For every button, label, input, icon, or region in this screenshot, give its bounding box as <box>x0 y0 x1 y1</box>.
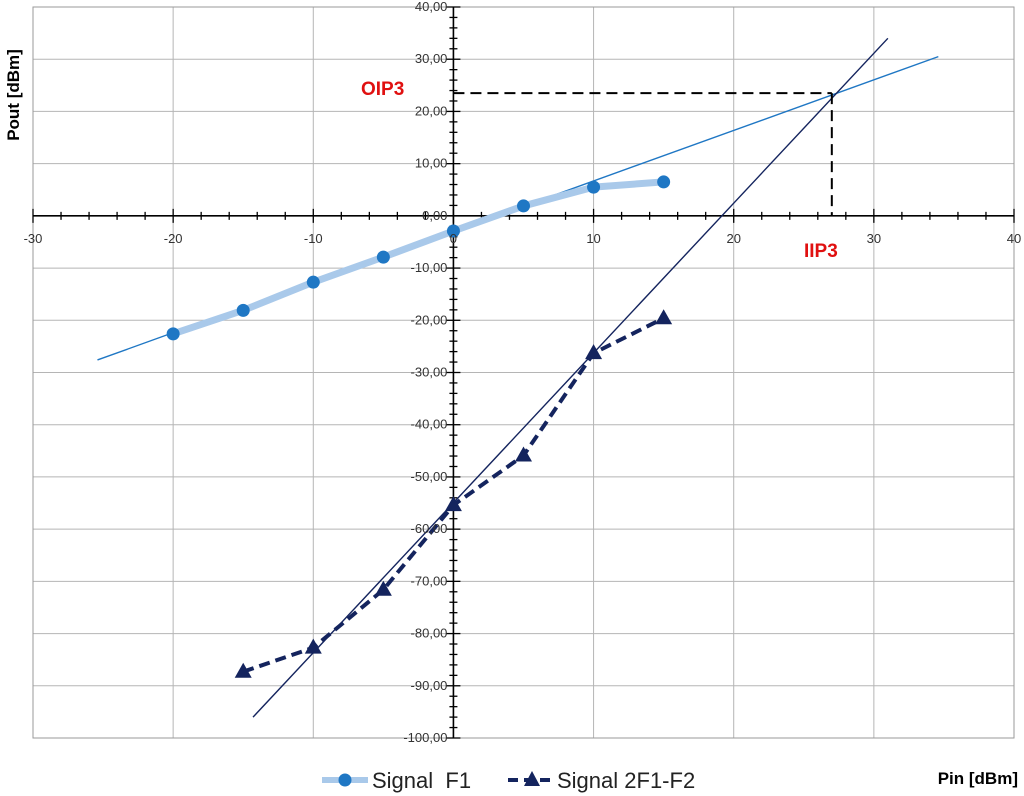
ip3-guides <box>453 92 833 216</box>
tick-labels: -30 -20 -10 0 10 20 30 40 40,00 30,00 20,00 10,00 0,… <box>24 0 1022 745</box>
x-tick-label: -10 <box>304 231 323 246</box>
y-tick-label: -20,00 <box>411 312 448 327</box>
point-signal-2f1-f2 <box>444 496 462 512</box>
y-tick-label: -40,00 <box>411 417 448 432</box>
y-tick-label: 20,00 <box>415 103 448 118</box>
x-axis-title: Pin [dBm] <box>938 769 1018 788</box>
series <box>166 175 673 678</box>
x-tick-label: 40 <box>1007 231 1021 246</box>
point-signal-f1 <box>236 303 250 317</box>
y-tick-label: -30,00 <box>411 365 448 380</box>
legend-label-signal-2f1-f2: Signal 2F1-F2 <box>557 768 695 793</box>
point-signal-2f1-f2 <box>515 446 532 462</box>
y-tick-label: -100,00 <box>403 730 447 745</box>
y-tick-label: 30,00 <box>415 51 448 66</box>
x-tick-label: 20 <box>726 231 740 246</box>
y-tick-label: -60,00 <box>411 521 448 536</box>
x-tick-label: -30 <box>24 231 43 246</box>
y-tick-label: 0,00 <box>422 208 447 223</box>
y-axis-title: Pout [dBm] <box>4 49 23 141</box>
iip3-label: IIP3 <box>804 241 838 262</box>
point-signal-2f1-f2 <box>374 580 392 596</box>
x-tick-label: 10 <box>586 231 600 246</box>
point-signal-2f1-f2 <box>585 344 603 360</box>
axes <box>32 6 1015 739</box>
y-tick-label: 40,00 <box>415 0 448 14</box>
y-tick-label: -80,00 <box>411 626 448 641</box>
x-tick-label: 30 <box>867 231 881 246</box>
oip3-label: OIP3 <box>361 79 404 100</box>
point-signal-f1 <box>306 275 320 289</box>
point-signal-2f1-f2 <box>655 309 673 325</box>
x-tick-label: -20 <box>164 231 183 246</box>
trendline <box>252 37 889 718</box>
point-signal-f1 <box>657 175 671 189</box>
legend-item-signal-f1: Signal F1 <box>322 768 471 793</box>
legend-label-signal-f1: Signal F1 <box>372 768 471 793</box>
point-signal-f1 <box>166 327 180 341</box>
y-tick-label: 10,00 <box>415 156 448 171</box>
grid <box>32 6 1015 739</box>
point-signal-f1 <box>517 199 530 213</box>
y-tick-label: -10,00 <box>411 260 448 275</box>
y-tick-label: -90,00 <box>411 678 448 693</box>
series-line-signal-f1 <box>169 178 668 338</box>
legend-item-signal-2f1-f2: Signal 2F1-F2 <box>508 768 695 793</box>
plot-area-border <box>32 6 1015 739</box>
y-tick-label: -70,00 <box>411 573 448 588</box>
point-signal-2f1-f2 <box>234 662 252 678</box>
legend-marker-signal-2f1-f2 <box>524 771 540 786</box>
point-signal-2f1-f2 <box>304 638 322 654</box>
legend-marker-signal-f1 <box>338 773 352 787</box>
point-signal-f1 <box>587 180 601 194</box>
y-tick-label: -50,00 <box>411 469 448 484</box>
point-signal-f1 <box>446 224 460 238</box>
legend: Signal F1 Signal 2F1-F2 <box>322 768 695 793</box>
point-signal-f1 <box>376 250 390 264</box>
x-tick-label: 0 <box>450 231 457 246</box>
trendlines <box>97 37 939 718</box>
